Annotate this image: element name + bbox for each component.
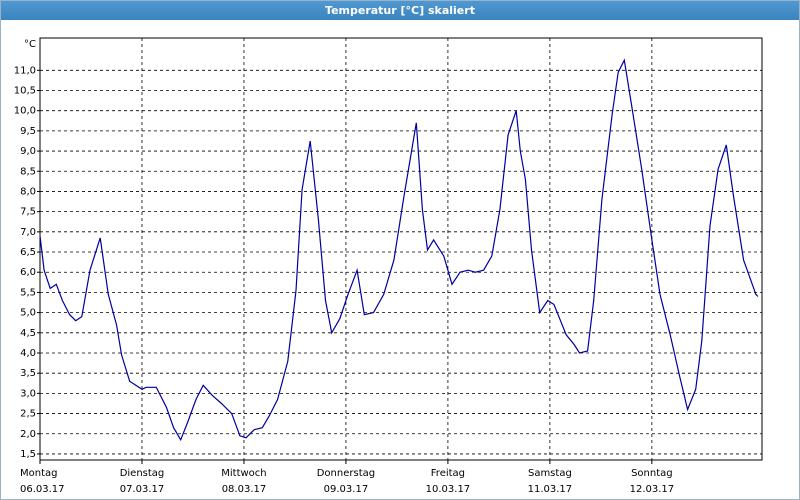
y-tick-label: 8,5 bbox=[20, 166, 36, 177]
y-tick-label: 4,0 bbox=[20, 348, 36, 359]
x-tick-date: 12.03.17 bbox=[630, 484, 675, 495]
x-tick-label: Freitag bbox=[431, 468, 465, 479]
y-tick-label: 7,5 bbox=[20, 207, 36, 218]
x-tick-date: 06.03.17 bbox=[20, 484, 65, 495]
y-tick-label: 4,5 bbox=[20, 328, 36, 339]
y-tick-label: 8,0 bbox=[20, 186, 36, 197]
y-tick-label: 6,5 bbox=[20, 247, 36, 258]
x-tick-label: Montag bbox=[20, 468, 57, 479]
plot-area bbox=[39, 37, 763, 461]
y-tick-label: 7,0 bbox=[20, 227, 36, 238]
chart: °C 1,5 2,0 2,5 3,0 3,5 4,0 4,5 5,0 5,5 6,0 6,5 7,0 7… bbox=[14, 37, 763, 495]
y-tick-label: 3,0 bbox=[20, 388, 36, 399]
y-tick-label: 3,5 bbox=[20, 368, 36, 379]
title-bar: Temperatur [°C] skaliert bbox=[1, 1, 799, 20]
y-tick-label: 9,5 bbox=[20, 126, 36, 137]
x-tick-date: 07.03.17 bbox=[120, 484, 165, 495]
y-tick-label: 10,0 bbox=[14, 106, 36, 117]
x-tick-date: 08.03.17 bbox=[222, 484, 267, 495]
x-tick-label: Sonntag bbox=[631, 468, 673, 479]
y-tick-label: 2,5 bbox=[20, 409, 36, 420]
y-tick-label: 10,5 bbox=[14, 85, 36, 96]
y-tick-label: 2,0 bbox=[20, 429, 36, 440]
x-tick-label: Donnerstag bbox=[317, 468, 375, 479]
x-tick-date: 09.03.17 bbox=[324, 484, 369, 495]
y-tick-label: 1,5 bbox=[20, 449, 36, 460]
x-tick-label: Mittwoch bbox=[221, 468, 266, 479]
y-tick-label: 5,5 bbox=[20, 287, 36, 298]
y-tick-label: 11,0 bbox=[14, 65, 36, 76]
x-tick-label: Dienstag bbox=[120, 468, 165, 479]
x-tick-date: 10.03.17 bbox=[426, 484, 471, 495]
x-tick-label: Samstag bbox=[528, 468, 572, 479]
y-tick-label: 5,0 bbox=[20, 308, 36, 319]
y-tick-label: 6,0 bbox=[20, 267, 36, 278]
y-unit: °C bbox=[24, 39, 36, 50]
y-tick-label: 9,0 bbox=[20, 146, 36, 157]
x-tick-date: 11.03.17 bbox=[528, 484, 573, 495]
temperature-line bbox=[39, 58, 759, 442]
